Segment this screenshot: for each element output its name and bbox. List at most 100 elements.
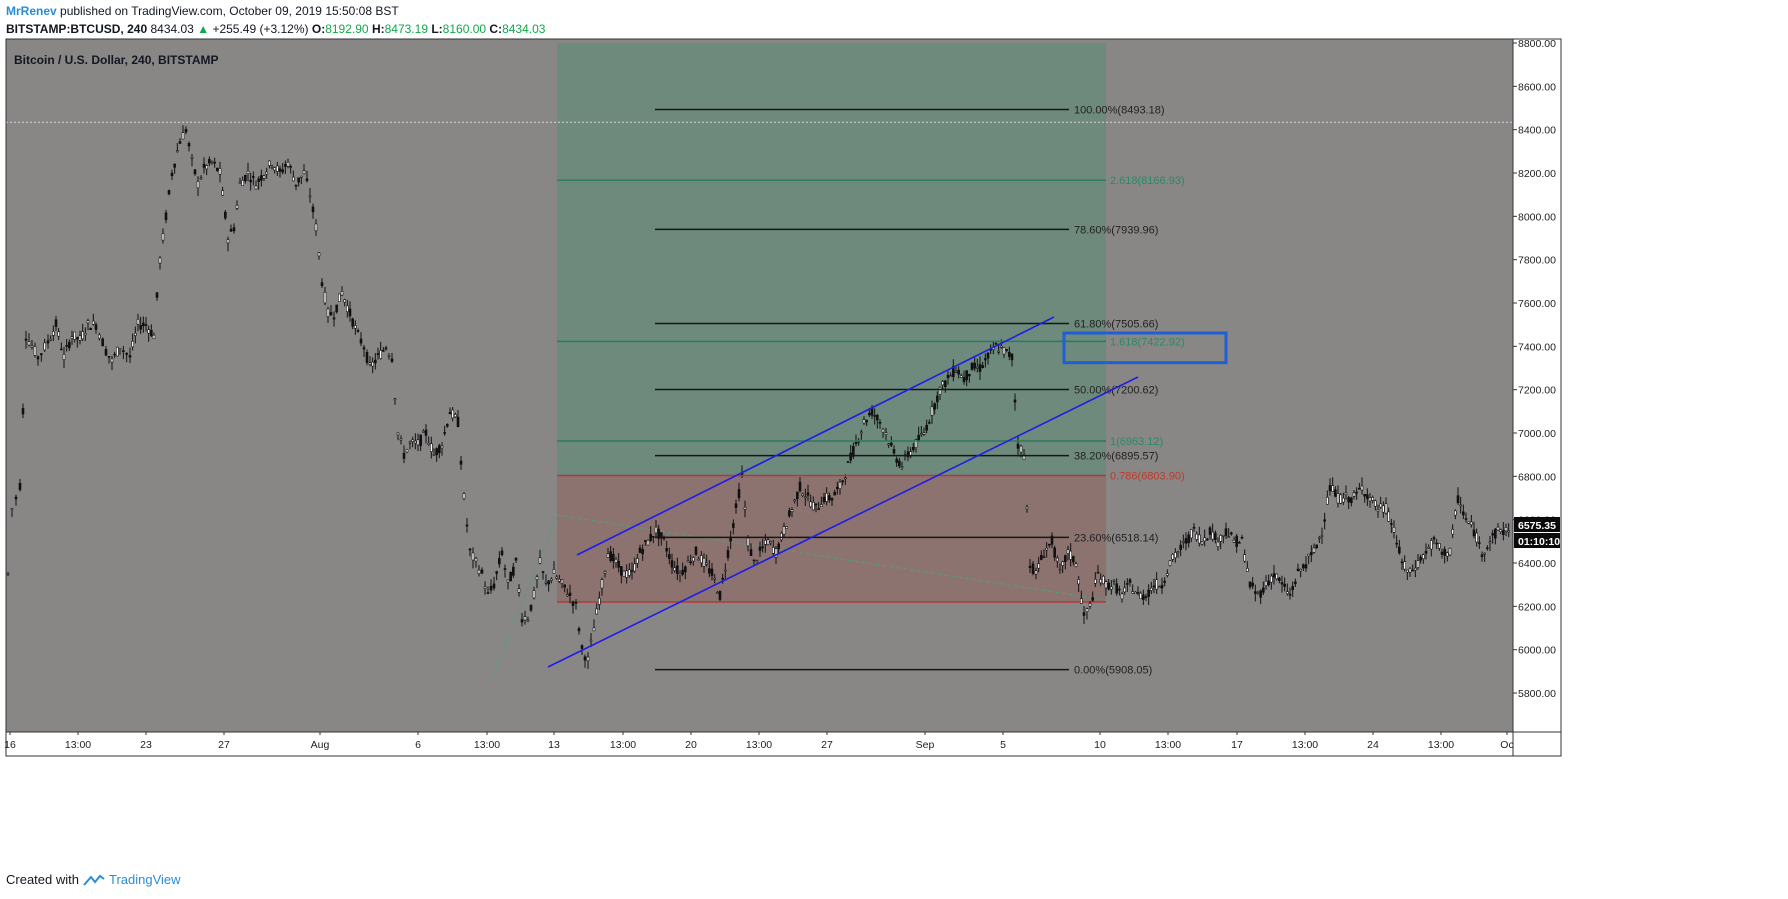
candle-body — [178, 141, 182, 144]
candle-body — [1384, 503, 1388, 514]
candle-body — [1259, 590, 1262, 598]
highlight-box — [1062, 331, 1228, 365]
candle-body — [809, 501, 812, 508]
candle-body — [131, 340, 134, 348]
candle-body — [1459, 504, 1462, 507]
candle-body — [838, 481, 842, 489]
candle-body — [278, 168, 282, 172]
candle-body — [777, 543, 780, 550]
candle-body — [846, 461, 850, 463]
candle-body — [884, 432, 888, 435]
candle-body — [1206, 538, 1209, 541]
candle-body — [535, 576, 539, 580]
candle-body — [684, 566, 687, 573]
candle-body — [1246, 568, 1249, 572]
candle-body — [462, 493, 466, 500]
candle-body — [1080, 598, 1083, 604]
candle-body — [260, 175, 263, 181]
candle-body — [1066, 549, 1070, 554]
candle-body — [492, 583, 496, 589]
candle-body — [909, 451, 912, 456]
candle-body — [1304, 564, 1308, 569]
candle-body — [862, 419, 866, 424]
fib-extension-label: 2.618(8166.93) — [1110, 175, 1185, 187]
candle-body — [208, 159, 211, 164]
candle-body — [580, 645, 584, 649]
candle-body — [1494, 528, 1497, 539]
chart-title: Bitcoin / U.S. Dollar, 240, BITSTAMP — [14, 53, 218, 67]
candle-body — [1288, 593, 1292, 596]
candle-body — [589, 639, 593, 642]
candle-body — [1432, 537, 1436, 540]
candle-body — [814, 503, 818, 506]
candle-body — [806, 492, 810, 496]
candle-body — [43, 342, 46, 351]
candle-body — [1448, 547, 1452, 556]
candle-body — [1037, 563, 1040, 569]
candle-body — [761, 546, 764, 549]
y-tick-label: 7200.00 — [1518, 385, 1556, 397]
y-tick-label: 6000.00 — [1518, 645, 1556, 657]
candle-body — [33, 346, 37, 356]
candle-body — [978, 364, 982, 372]
candle-body — [1198, 534, 1201, 544]
publish-info: MrRenev published on TradingView.com, Oc… — [6, 4, 399, 20]
author-name[interactable]: MrRenev — [6, 4, 57, 18]
candle-body — [1270, 575, 1273, 583]
candle-body — [1208, 527, 1212, 535]
candle-body — [257, 178, 260, 182]
candle-body — [968, 373, 971, 377]
candle-body — [1163, 580, 1166, 583]
candle-body — [241, 180, 244, 186]
candle-body — [187, 143, 191, 147]
candle-body — [1398, 546, 1401, 554]
candle-body — [1470, 521, 1473, 525]
candle-body — [1358, 487, 1361, 490]
candle-body — [1403, 561, 1406, 570]
candle-body — [1416, 560, 1420, 568]
candle-body — [311, 206, 315, 213]
candle-body — [558, 579, 561, 582]
fib-level-label: 61.80%(7505.66) — [1074, 318, 1158, 330]
candle-body — [1443, 548, 1446, 556]
candle-body — [1464, 518, 1468, 520]
candle-body — [676, 565, 679, 574]
candle-body — [1472, 529, 1476, 537]
candle-body — [586, 656, 590, 662]
candle-body — [1094, 579, 1097, 584]
candle-body — [854, 441, 858, 445]
fib-extension-label: 1(6963.12) — [1110, 436, 1163, 448]
candle-body — [229, 228, 233, 232]
x-tick-label: 10 — [1094, 739, 1106, 751]
candle-body — [30, 345, 34, 348]
candle-body — [483, 586, 487, 589]
candle-body — [552, 569, 556, 574]
candle-body — [873, 415, 876, 417]
candle-body — [136, 319, 140, 325]
candle-body — [1392, 527, 1396, 533]
candle-body — [54, 319, 58, 327]
x-tick-label: 5 — [1000, 739, 1006, 751]
tradingview-brand[interactable]: TradingView — [108, 872, 181, 887]
candle-body — [351, 318, 354, 327]
candle-body — [620, 566, 623, 576]
candle-body — [790, 509, 794, 512]
candle-body — [673, 567, 676, 571]
candle-body — [1368, 497, 1372, 502]
candle-body — [822, 496, 826, 503]
candle-body — [1107, 582, 1110, 590]
candle-body — [1475, 532, 1478, 543]
candle-body — [941, 381, 944, 386]
candle-body — [1451, 529, 1454, 535]
candle-body — [500, 550, 504, 556]
candle-body — [1040, 555, 1043, 560]
candle-body — [841, 480, 844, 483]
x-tick-label: 16 — [4, 739, 16, 751]
candle-body — [1056, 557, 1059, 562]
candle-body — [517, 588, 521, 593]
candle-body — [286, 161, 290, 167]
candle-body — [1352, 492, 1356, 497]
candle-body — [1050, 535, 1054, 545]
candle-body — [718, 591, 722, 600]
